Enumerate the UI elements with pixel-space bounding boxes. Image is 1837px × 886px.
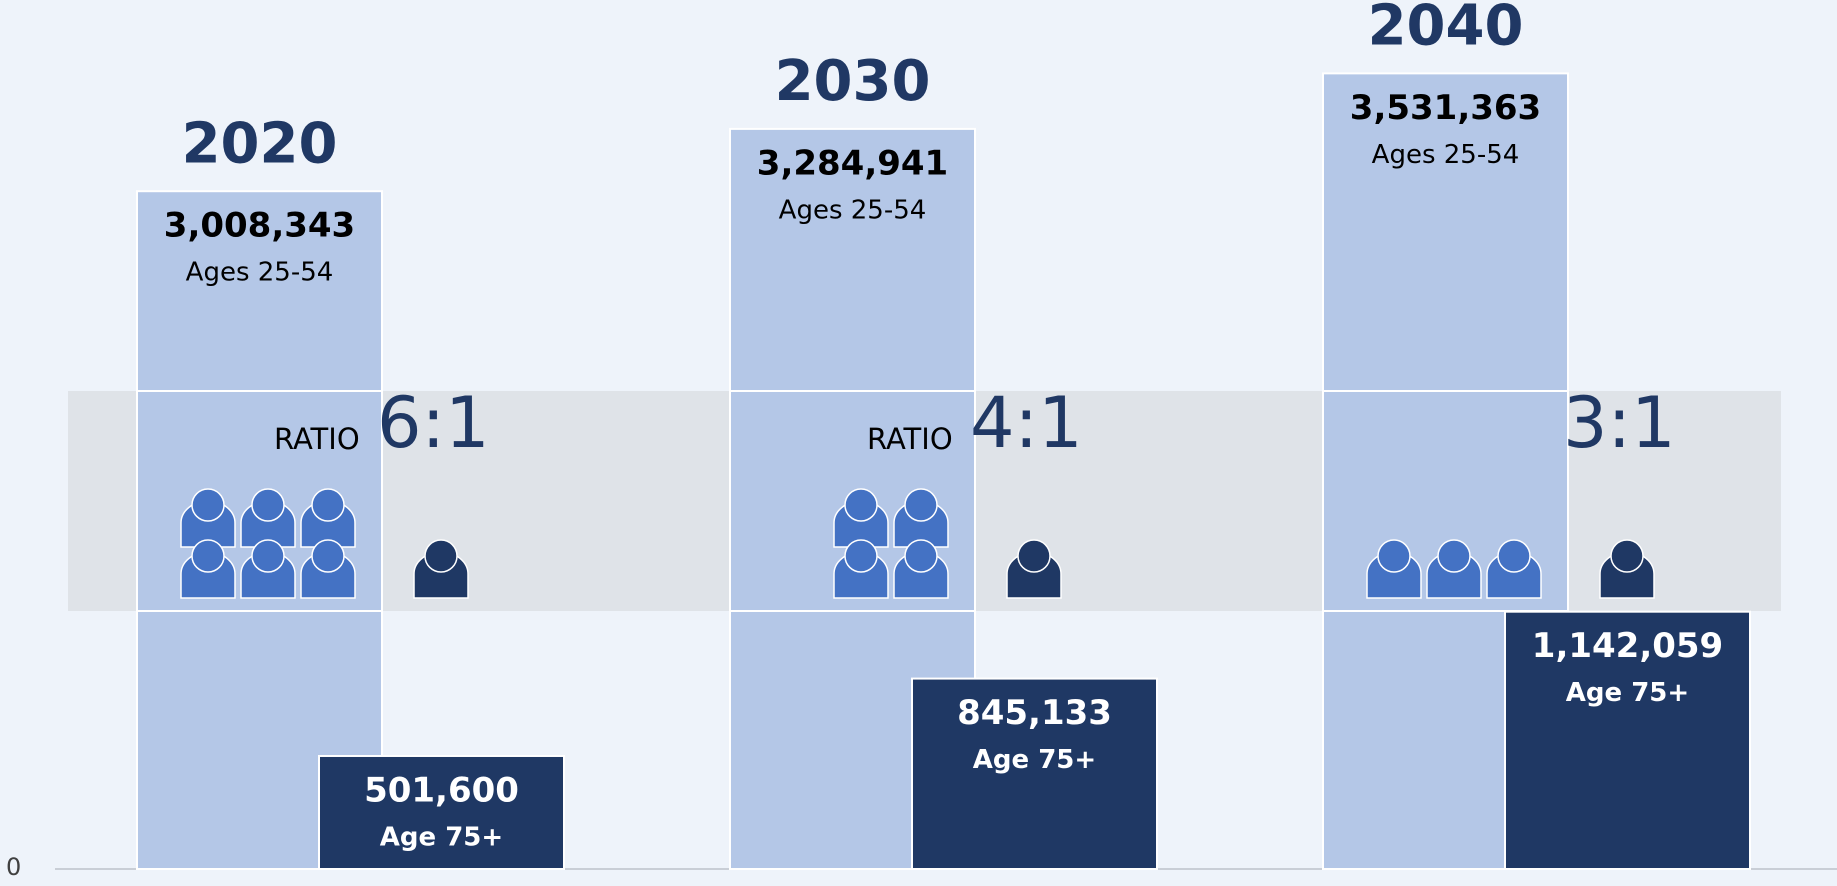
series-label: Ages 25-54: [1372, 140, 1520, 170]
person-icon: [191, 488, 225, 522]
series-label: Age 75+: [380, 822, 503, 852]
value-label: 3,008,343: [164, 206, 355, 246]
person-icon: [311, 539, 345, 573]
ratio: 4:1: [970, 382, 1083, 464]
person-icon: [251, 539, 285, 573]
person-icon: [904, 539, 938, 573]
series-label: Age 75+: [973, 745, 1096, 775]
category-label: 2030: [775, 49, 931, 114]
person-icon: [424, 539, 458, 573]
person-icon: [1377, 539, 1411, 573]
value-label: 3,284,941: [757, 143, 948, 183]
ratio: 6:1: [377, 382, 490, 464]
bar: [911, 677, 1158, 870]
person-icon: [1017, 539, 1051, 573]
person-icon: [311, 488, 345, 522]
person-icon: [1610, 539, 1644, 573]
person-icon: [191, 539, 225, 573]
series-label: Ages 25-54: [186, 258, 334, 288]
person-icon: [1437, 539, 1471, 573]
series-label: Age 75+: [1566, 678, 1689, 708]
y-tick-label: 0: [6, 853, 21, 881]
person-icon: [844, 488, 878, 522]
bar: [318, 754, 565, 870]
value-label: 845,133: [957, 693, 1112, 733]
ratio-caption: RATIO: [274, 422, 360, 456]
person-icon: [904, 488, 938, 522]
value-label: 3,531,363: [1350, 88, 1541, 128]
bar: [1504, 610, 1751, 870]
value-label: 501,600: [364, 770, 519, 810]
category-label: 2040: [1368, 0, 1524, 59]
series-label: Ages 25-54: [779, 195, 927, 225]
ratio: 3:1: [1563, 382, 1676, 464]
ratio-caption: RATIO: [867, 422, 953, 456]
person-icon: [251, 488, 285, 522]
person-icon: [844, 539, 878, 573]
category-label: 2020: [182, 111, 338, 176]
value-label: 1,142,059: [1532, 626, 1723, 666]
person-icon: [1497, 539, 1531, 573]
